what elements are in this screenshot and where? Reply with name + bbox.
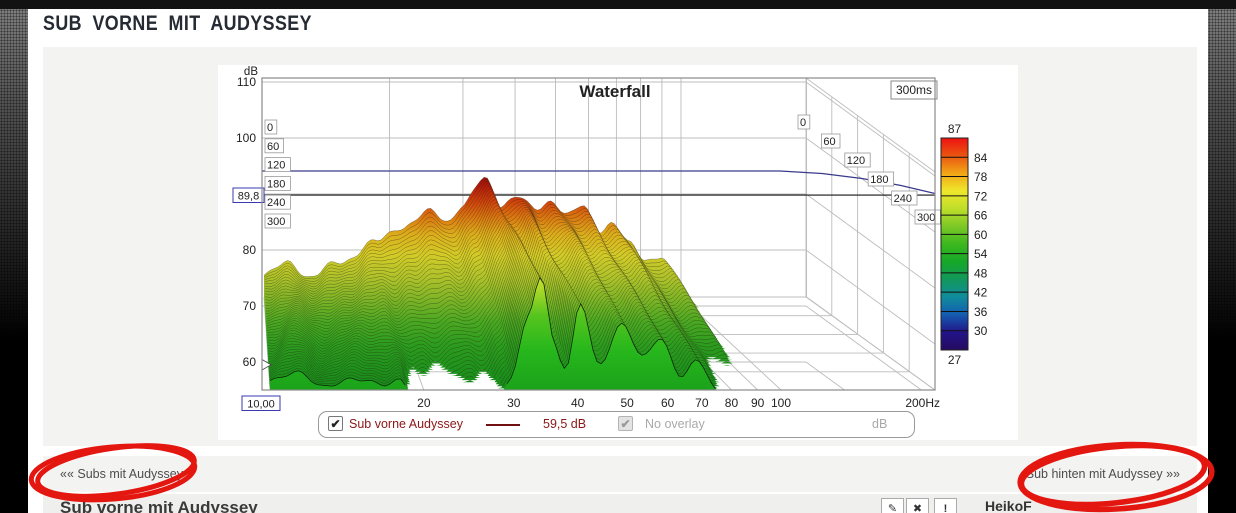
time-tick-box [844, 152, 871, 168]
pencil-icon: ✎ [887, 503, 898, 513]
x-tick: 50 [620, 396, 634, 410]
overlay-label: No overlay [645, 417, 705, 431]
x-tick: 40 [571, 396, 585, 410]
series-checkbox[interactable]: ✔ [328, 416, 343, 431]
series-value: 59,5 dB [543, 417, 587, 431]
cursor-freq-value: 10,00 [247, 399, 275, 411]
x-tick: 90 [751, 396, 765, 410]
colorbar-tick: 36 [974, 305, 988, 319]
window-label: 300ms [896, 83, 932, 97]
time-tick: 300 [267, 216, 285, 228]
time-tick: 300 [917, 212, 935, 224]
next-post-link[interactable]: Sub hinten mit Audyssey »» [1025, 467, 1180, 481]
time-tick-box [264, 213, 291, 229]
colorbar-max: 87 [948, 122, 962, 136]
series-line-sample [486, 424, 520, 426]
y-tick: 80 [243, 243, 257, 257]
colorbar-tick: 48 [974, 266, 988, 280]
time-tick-box [867, 171, 895, 187]
colorbar-tick: 54 [974, 247, 988, 261]
colorbar-tick: 84 [974, 151, 988, 165]
x-tick: 200Hz [905, 396, 940, 410]
plot-border [261, 77, 936, 391]
page-title: SUB VORNE MIT AUDYSSEY [43, 12, 312, 35]
colorbar-tick: 78 [974, 170, 988, 184]
prev-post-link[interactable]: «« Subs mit Audyssey [60, 467, 183, 481]
checkmark-icon: ✔ [330, 417, 341, 431]
time-tick-box [797, 114, 811, 130]
cursor-db-box [232, 187, 265, 203]
x-tick: 70 [695, 396, 709, 410]
cursor-marker [262, 359, 272, 371]
x-tick: 60 [661, 396, 675, 410]
x-tick: 20 [417, 396, 431, 410]
x-icon: ✖ [912, 503, 923, 513]
exclamation-icon: ! [943, 503, 948, 513]
time-tick: 180 [267, 178, 285, 190]
legend-bar: ✔ Sub vorne Audyssey 59,5 dB ✔ No overla… [318, 411, 915, 438]
overlay-unit-label: dB [872, 417, 888, 431]
time-tick: 0 [267, 122, 273, 134]
chart-title: Waterfall [579, 82, 650, 101]
colorbar-min: 27 [948, 353, 962, 367]
colorbar: 84 78 72 66 60 54 48 42 36 30 87 27 [940, 122, 988, 367]
time-tick-box [914, 209, 941, 225]
time-tick: 120 [847, 155, 865, 167]
waterfall-surface [262, 176, 935, 390]
window-badge [890, 80, 938, 100]
delete-button[interactable]: ✖ [906, 498, 929, 513]
overlay-checkbox[interactable]: ✔ [618, 416, 633, 431]
report-button[interactable]: ! [934, 498, 957, 513]
edit-button[interactable]: ✎ [881, 498, 904, 513]
time-tick: 60 [823, 136, 835, 148]
colorbar-tick: 72 [974, 189, 988, 203]
colorbar-tick: 66 [974, 209, 988, 223]
time-tick-box [264, 175, 291, 191]
cursor-freq-box [241, 395, 281, 411]
time-tick: 120 [267, 160, 285, 172]
x-tick: 80 [725, 396, 739, 410]
series-label: Sub vorne Audyssey [349, 417, 463, 431]
time-tick-box [264, 119, 278, 135]
time-tick-box [264, 138, 285, 154]
left-edge-texture [0, 9, 28, 513]
time-tick: 180 [870, 174, 888, 186]
post-author: HeikoF [985, 498, 1032, 513]
time-tick-box [821, 133, 841, 149]
y-tick: 110 [237, 75, 256, 89]
right-edge-texture [1208, 9, 1236, 513]
post-nav-bar: «« Subs mit Audyssey Sub hinten mit Audy… [43, 456, 1197, 492]
colorbar-tick: 42 [974, 286, 988, 300]
cursor-db-value: 89,8 [238, 191, 259, 203]
chart-panel: dB 110 100 80 70 60 20 30 40 50 60 70 80 90 100 200Hz Wa… [218, 65, 1018, 440]
time-tick-box [264, 157, 291, 173]
colorbar-tick: 60 [974, 228, 988, 242]
y-tick: 100 [236, 131, 256, 145]
y-tick: 70 [243, 299, 257, 313]
y-tick: 60 [243, 355, 257, 369]
colorbar-tick: 30 [974, 324, 988, 338]
top-bar [0, 0, 1236, 9]
y-axis-unit: dB [244, 66, 258, 78]
time-tick: 0 [800, 117, 806, 129]
x-tick: 100 [771, 396, 791, 410]
time-tick: 240 [267, 197, 285, 209]
time-tick: 240 [894, 193, 912, 205]
x-tick: 30 [507, 396, 521, 410]
checkmark-icon: ✔ [620, 417, 631, 431]
time-tick: 60 [267, 141, 279, 153]
time-tick-box [264, 194, 291, 210]
time-tick-box [891, 190, 918, 206]
post-heading: Sub vorne mit Audyssey [60, 498, 258, 513]
